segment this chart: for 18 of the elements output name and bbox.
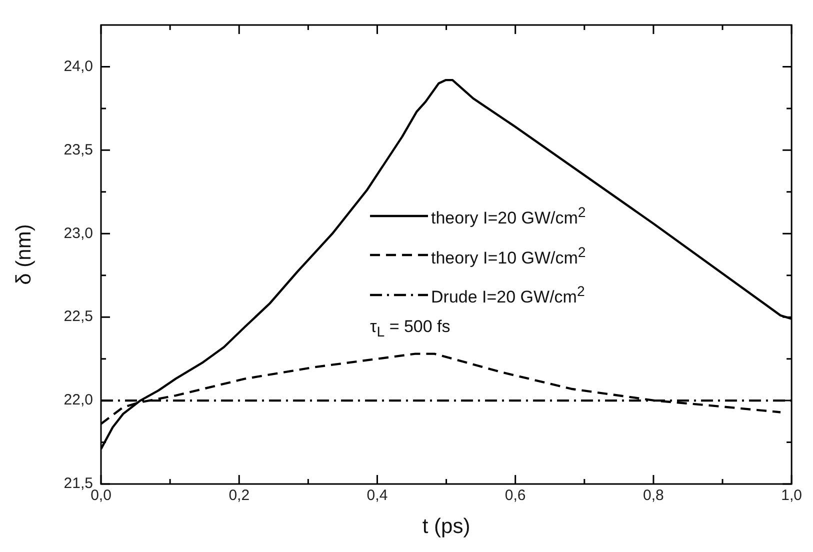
x-tick-label: 0,0 [90, 487, 112, 504]
legend-label: theory I=10 GW/cm$^{2}$ [431, 244, 586, 270]
y-tick-label: 22,0 [64, 392, 93, 409]
annotation: τ$_{L}$ = 500 fs [370, 316, 452, 342]
y-tick-label: 23,0 [64, 224, 93, 242]
x-tick-label: 0,2 [228, 487, 250, 504]
y-axis-title: δ (nm) [12, 224, 36, 285]
y-tick-label: 23,5 [64, 141, 93, 158]
y-tick-label: 21,5 [64, 475, 93, 492]
y-tick-label: 22,5 [64, 308, 93, 326]
legend-label: theory I=20 GW/cm$^{2}$ [431, 204, 586, 230]
x-tick-label: 0,6 [504, 487, 526, 504]
x-tick-label: 1,0 [781, 487, 802, 504]
x-axis-title: t (ps) [422, 515, 470, 538]
x-tick-label: 0,4 [366, 487, 388, 504]
y-tick-label: 24,0 [64, 58, 93, 75]
x-tick-label: 0,8 [643, 487, 664, 504]
legend-label: Drude I=20 GW/cm$^{2}$ [431, 283, 585, 309]
